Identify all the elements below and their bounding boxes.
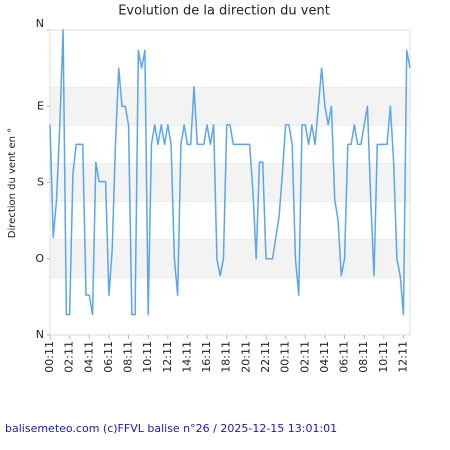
x-tick-label: 18:11 bbox=[220, 341, 233, 373]
x-tick-label: 12:11 bbox=[161, 341, 174, 373]
x-tick-label: 00:11 bbox=[43, 341, 56, 373]
wind-line bbox=[49, 29, 411, 316]
band bbox=[49, 86, 411, 126]
y-axis-label: Direction du vent en ° bbox=[7, 128, 18, 238]
x-tick-label: 20:11 bbox=[239, 341, 252, 373]
x-tick-label: 10:11 bbox=[141, 341, 154, 373]
x-tick-label: 16:11 bbox=[200, 341, 213, 373]
x-tick-label: 06:11 bbox=[338, 341, 351, 373]
x-tick-label: 02:11 bbox=[63, 341, 76, 373]
y-tick-label: O bbox=[35, 252, 44, 265]
chart-title: Evolution de la direction du vent bbox=[118, 4, 330, 19]
footer: balisemeteo.com (c)FFVL balise n°26 / 20… bbox=[5, 422, 337, 435]
x-tick-label: 14:11 bbox=[180, 341, 193, 373]
y-tick-label: S bbox=[37, 176, 44, 189]
x-tick-label: 12:11 bbox=[396, 341, 409, 373]
x-tick-label: 06:11 bbox=[102, 341, 115, 373]
x-tick-label: 22:11 bbox=[259, 341, 272, 373]
x-tick-label: 04:11 bbox=[82, 341, 95, 373]
band bbox=[49, 163, 411, 202]
x-tick-label: 10:11 bbox=[377, 341, 390, 373]
x-tick-label: 04:11 bbox=[318, 341, 331, 373]
band bbox=[49, 239, 411, 279]
x-tick-label: 08:11 bbox=[357, 341, 370, 373]
y-tick-label: N bbox=[36, 328, 44, 341]
x-tick-label: 00:11 bbox=[279, 341, 292, 373]
y-tick-label: N bbox=[36, 17, 44, 30]
y-tick-label: E bbox=[37, 99, 44, 112]
x-tick-label: 02:11 bbox=[298, 341, 311, 373]
x-tick-label: 08:11 bbox=[122, 341, 135, 373]
